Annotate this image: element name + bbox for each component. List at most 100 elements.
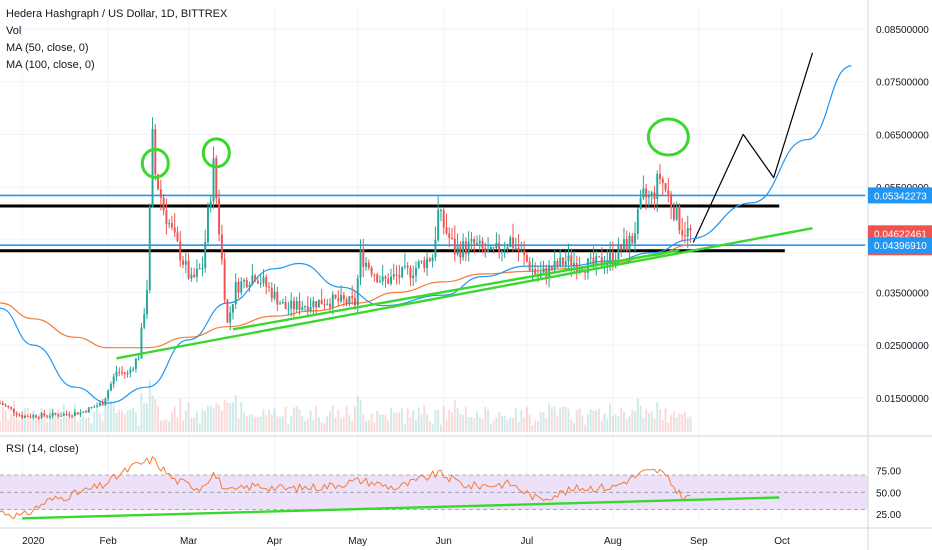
candle-body (184, 260, 187, 265)
volume-bar (647, 412, 650, 432)
candle-body (212, 158, 215, 202)
time-tick-label: 2020 (22, 536, 45, 547)
volume-bar (628, 415, 631, 432)
candle-body (93, 406, 96, 408)
symbol-title[interactable]: Hedera Hashgraph / US Dollar, 1D, BITTRE… (6, 8, 228, 20)
candlesticks (0, 117, 692, 420)
volume-bar (121, 410, 123, 432)
price-tick-label: 0.01500000 (876, 394, 929, 405)
candle-body (334, 294, 337, 299)
candle-body (592, 257, 595, 266)
volume-bar (298, 409, 301, 432)
volume-bar (7, 419, 10, 432)
candle-body (295, 301, 298, 310)
ma50-line (0, 239, 691, 404)
volume-bar (284, 406, 287, 432)
candle-body (168, 223, 171, 225)
volume-bar (639, 405, 642, 432)
volume-bar (634, 411, 637, 432)
candle-body (10, 407, 13, 409)
candle-body (392, 274, 395, 277)
volume-bar (309, 410, 312, 432)
candle-body (51, 412, 54, 417)
volume-bar (259, 416, 262, 432)
volume-bar (337, 410, 340, 432)
volume-bar (542, 412, 545, 432)
candle-body (87, 407, 90, 413)
candle-body (553, 260, 556, 270)
candle-body (492, 247, 495, 249)
volume-bar (395, 412, 398, 432)
candle-body (223, 259, 226, 300)
price-badge-label: 0.04622461 (874, 229, 927, 240)
legend-volume[interactable]: Vol (6, 25, 22, 37)
candle-body (353, 298, 356, 306)
volume-bar (287, 424, 290, 432)
candle-body (54, 412, 57, 415)
rsi-line (0, 456, 691, 520)
candle-body (609, 251, 612, 262)
volume-bar (448, 409, 451, 432)
candle-body (689, 228, 692, 231)
volume-bar (204, 411, 207, 432)
volume-bar (151, 395, 154, 432)
candle-body (57, 414, 60, 417)
volume-bar (320, 422, 323, 432)
volume-bar (537, 421, 539, 432)
candle-body (126, 372, 129, 374)
volume-bar (159, 420, 162, 432)
volume-bar (609, 403, 612, 432)
volume-bar (503, 415, 506, 432)
candle-body (68, 414, 71, 416)
legend-ma50[interactable]: MA (50, close, 0) (6, 42, 89, 54)
candle-body (415, 267, 417, 276)
volume-bar (315, 405, 318, 432)
volume-bar (378, 414, 381, 432)
volume-bar (276, 416, 279, 432)
volume-bar (578, 408, 581, 432)
candle-body (101, 402, 104, 406)
volume-bar (148, 380, 151, 432)
volume-bar (140, 393, 143, 432)
volume-bar (170, 412, 173, 432)
candle-body (1, 403, 4, 406)
volume-bar (173, 406, 176, 432)
volume-bar (473, 418, 476, 432)
candle-body (148, 206, 151, 291)
volume-bar (401, 408, 404, 432)
volume-bar (476, 411, 478, 432)
volume-bar (506, 420, 509, 432)
legend-ma100[interactable]: MA (100, close, 0) (6, 59, 95, 71)
volume-bar (595, 410, 598, 432)
volume-bar (531, 425, 534, 432)
candle-body (650, 192, 653, 195)
candle-body (362, 249, 365, 267)
volume-bar (373, 422, 376, 432)
volume-bar (182, 420, 184, 432)
candle-body (653, 192, 656, 199)
volume-bar (539, 412, 542, 432)
price-badge (868, 237, 932, 254)
candle-body (48, 416, 51, 418)
candle-body (531, 269, 534, 271)
volume-bar (323, 423, 326, 432)
candle-body (256, 280, 259, 284)
volume-bar (586, 414, 589, 432)
candle-body (37, 417, 40, 419)
candle-body (146, 290, 148, 315)
volume-bar (548, 403, 551, 432)
candle-body (98, 402, 101, 406)
volume-bar (146, 403, 148, 432)
volume-bar (57, 409, 60, 432)
drawings[interactable] (116, 52, 852, 360)
volume-bar (215, 403, 218, 432)
volume-bar (51, 407, 54, 432)
rsi-legend[interactable]: RSI (14, close) (6, 443, 79, 455)
volume-bar (403, 424, 406, 432)
volume-bar (223, 399, 226, 432)
volume-bar (351, 420, 354, 432)
candle-body (664, 183, 667, 191)
volume-bar (564, 407, 567, 432)
volume-bar (598, 408, 600, 432)
